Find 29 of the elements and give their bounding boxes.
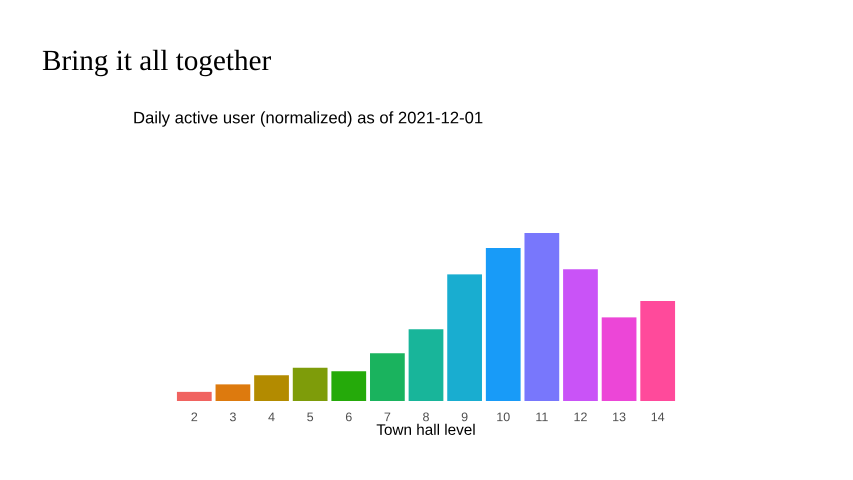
bar [524, 233, 560, 401]
x-tick-label: 11 [536, 412, 548, 422]
bar [292, 368, 328, 401]
bar [563, 269, 598, 401]
x-tick-label: 5 [307, 412, 314, 422]
x-tick-label: 9 [462, 412, 468, 422]
chart-title: Bring it all together [42, 50, 271, 76]
x-tick-label: 12 [574, 412, 587, 422]
x-tick-label: 10 [497, 412, 510, 422]
bar [370, 353, 405, 401]
bar [447, 274, 482, 401]
bar [216, 384, 250, 401]
bar [486, 248, 521, 401]
x-tick-label: 3 [230, 412, 236, 422]
bar [408, 329, 444, 401]
bar [254, 375, 289, 401]
x-tick-label: 4 [268, 412, 275, 422]
bar [331, 371, 366, 401]
x-tick-label: 7 [384, 412, 390, 422]
chart-subtitle: Daily active user (normalized) as of 2021-12-01 [134, 111, 482, 127]
bar [176, 392, 212, 401]
x-tick-label: 14 [652, 412, 664, 422]
bar [602, 317, 636, 401]
x-axis-title: Town hall level [376, 424, 475, 435]
x-tick-label: 2 [191, 412, 198, 422]
x-tick-label: 13 [613, 412, 626, 422]
bar [640, 301, 676, 401]
x-tick-label: 8 [423, 412, 429, 422]
x-tick-label: 6 [346, 412, 352, 422]
